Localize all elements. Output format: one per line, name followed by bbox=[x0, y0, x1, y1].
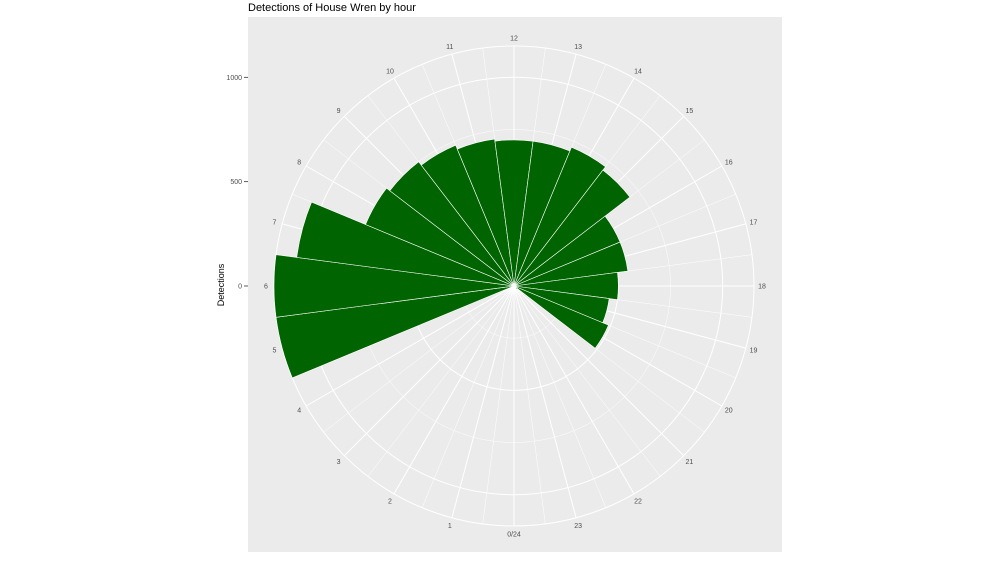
bar-hour-17 bbox=[513, 241, 629, 287]
hour-label-3: 3 bbox=[337, 459, 341, 466]
y-tick-layer: 0 500 1000 bbox=[226, 75, 248, 291]
grid-spoke bbox=[513, 285, 577, 518]
hour-label-8: 8 bbox=[297, 160, 301, 167]
bar-hour-15 bbox=[513, 169, 631, 287]
y-axis-title: Detections bbox=[216, 263, 226, 306]
hour-label-6: 6 bbox=[264, 284, 268, 291]
grid-spoke-minor bbox=[513, 285, 607, 508]
bar-hour-18 bbox=[513, 272, 619, 300]
y-tick-label: 0 bbox=[238, 284, 242, 291]
bar-hour-7 bbox=[296, 201, 515, 287]
grid-spoke-minor bbox=[513, 285, 546, 524]
grid-spoke-minor bbox=[323, 285, 515, 433]
hour-label-18: 18 bbox=[758, 284, 766, 291]
bar-hour-11 bbox=[456, 138, 515, 287]
bar-hour-10 bbox=[420, 144, 515, 287]
hour-label-22: 22 bbox=[634, 498, 642, 505]
hour-label-2: 2 bbox=[388, 498, 392, 505]
grid-spoke bbox=[305, 285, 515, 407]
hour-label-9: 9 bbox=[337, 108, 341, 115]
hour-label-17: 17 bbox=[750, 219, 758, 226]
hour-label-15: 15 bbox=[685, 108, 693, 115]
hour-label-14: 14 bbox=[634, 69, 642, 76]
hour-label-13: 13 bbox=[574, 44, 582, 51]
chart-title: Detections of House Wren by hour bbox=[248, 2, 416, 14]
hour-label-20: 20 bbox=[725, 408, 733, 415]
hour-label-11: 11 bbox=[446, 44, 453, 51]
hour-label-layer: 0/24123456789101112131415161718192021222… bbox=[264, 36, 766, 539]
grid-spoke bbox=[513, 285, 635, 495]
hour-label-7: 7 bbox=[272, 219, 276, 226]
hour-label-23: 23 bbox=[574, 523, 582, 530]
hour-label-5: 5 bbox=[272, 348, 276, 355]
hour-label-1: 1 bbox=[448, 523, 452, 530]
hour-label-12: 12 bbox=[510, 36, 518, 43]
bar-hour-9 bbox=[389, 161, 515, 287]
grid-spoke-minor bbox=[482, 285, 515, 524]
bar-layer bbox=[273, 138, 631, 379]
hour-label-16: 16 bbox=[725, 160, 733, 167]
bar-hour-21 bbox=[513, 285, 518, 290]
grid-spoke bbox=[393, 285, 515, 495]
bar-hour-6 bbox=[273, 254, 515, 318]
bar-hour-14 bbox=[513, 146, 606, 287]
y-tick-label: 1000 bbox=[226, 75, 242, 82]
hour-label-0/24: 0/24 bbox=[507, 532, 521, 539]
grid-spoke-minor bbox=[421, 285, 515, 508]
grid-spoke-minor bbox=[513, 285, 661, 477]
y-tick-label: 500 bbox=[230, 179, 242, 186]
grid-spoke bbox=[513, 285, 685, 457]
grid-spoke bbox=[451, 285, 515, 518]
hour-label-4: 4 bbox=[297, 408, 301, 415]
bar-hour-20 bbox=[513, 285, 609, 349]
hour-label-19: 19 bbox=[750, 348, 758, 355]
grid-spoke bbox=[343, 285, 515, 457]
grid-spoke-minor bbox=[367, 285, 515, 477]
bar-hour-8 bbox=[365, 187, 515, 287]
hour-label-21: 21 bbox=[685, 459, 693, 466]
hour-label-10: 10 bbox=[386, 69, 394, 76]
